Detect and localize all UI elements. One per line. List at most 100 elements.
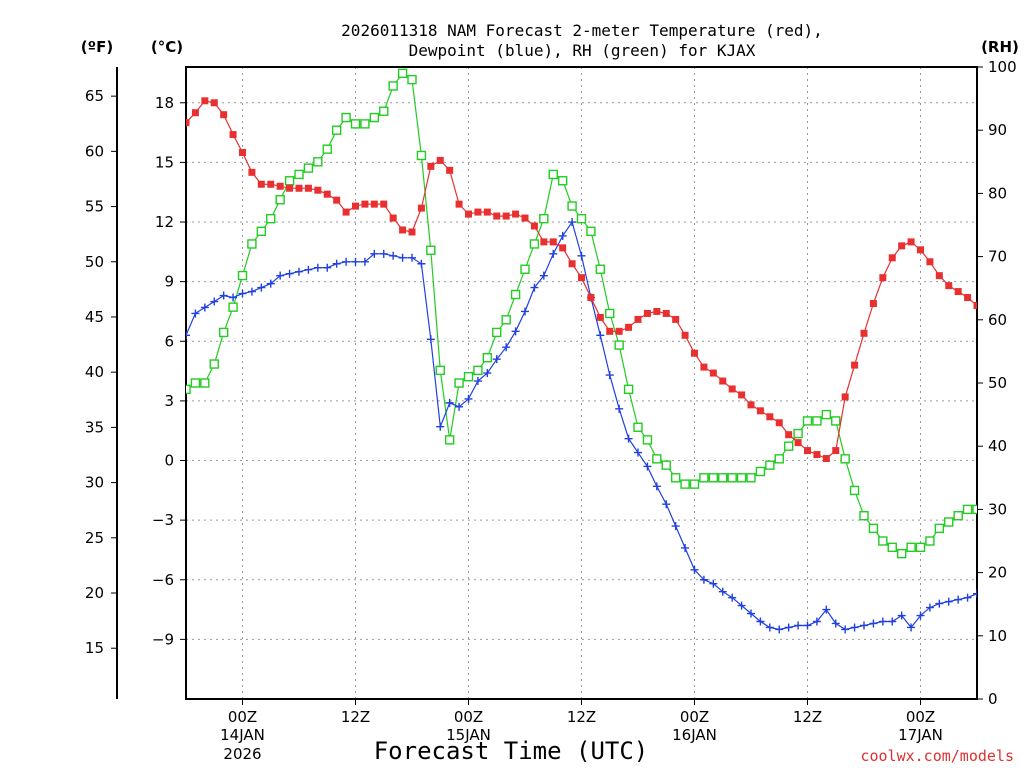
chart-title-line1: 2026011318 NAM Forecast 2-meter Temperat… — [341, 21, 823, 40]
dewpoint-point — [276, 271, 285, 280]
temperature-point — [756, 407, 764, 415]
dewpoint-point — [511, 327, 520, 336]
rh-point — [859, 511, 869, 521]
rh-point — [341, 112, 351, 123]
celsius-tick-label: 15 — [155, 153, 174, 171]
celsius-tick-label: −9 — [152, 630, 174, 648]
fahrenheit-axis: 65 60 55 50 45 40 35 30 25 20 15 — [85, 87, 117, 657]
dewpoint-point — [831, 619, 840, 628]
fahrenheit-tick-label: 60 — [85, 142, 104, 160]
series-rh — [186, 68, 977, 559]
rh-point — [331, 125, 342, 135]
dewpoint-point — [313, 263, 322, 272]
fahrenheit-tick-label: 15 — [85, 639, 104, 657]
temperature-point — [785, 431, 793, 439]
rh-point — [812, 416, 822, 426]
temperature-point — [455, 200, 463, 208]
temperature-point — [220, 111, 228, 119]
temperature-point — [578, 274, 585, 282]
dewpoint-point — [699, 575, 708, 584]
temperature-point — [257, 180, 265, 188]
dewpoint-point — [483, 369, 492, 378]
dewpoint-point — [709, 579, 718, 588]
dewpoint-point — [794, 621, 803, 630]
time-tick-day: 14JAN — [220, 726, 265, 744]
dewpoint-point — [389, 251, 398, 260]
rh-point — [793, 428, 803, 439]
dewpoint-point — [822, 605, 831, 614]
dewpoint-point — [455, 402, 464, 411]
rh-point — [972, 504, 977, 515]
temperature-point — [794, 439, 802, 447]
time-tick-day: 16JAN — [672, 726, 717, 744]
rh-point — [925, 536, 935, 546]
temperature-point — [483, 208, 491, 216]
temperature-point — [738, 391, 746, 399]
dewpoint-point — [907, 623, 916, 632]
dewpoint-point — [728, 593, 737, 602]
rh-point — [642, 435, 653, 445]
temperature-point — [728, 385, 736, 393]
rh-point — [379, 106, 389, 116]
dewpoint-point — [558, 231, 567, 240]
rh-point — [426, 245, 436, 255]
dewpoint-point — [624, 434, 633, 443]
temperature-point — [935, 272, 943, 280]
rh-point — [774, 454, 784, 464]
temperature-point — [926, 258, 934, 266]
rh-point — [313, 157, 323, 167]
rh-point — [397, 68, 408, 79]
time-tick-label: 12Z — [341, 708, 370, 726]
rh-point — [266, 213, 276, 224]
rh-point — [275, 195, 285, 205]
fahrenheit-unit-label: (ºF) — [81, 38, 113, 56]
temperature-point — [512, 210, 520, 218]
dewpoint-point — [568, 218, 577, 227]
rh-point — [915, 542, 926, 553]
dewpoint-point — [191, 309, 200, 318]
rh-tick-label: 30 — [988, 500, 1007, 518]
rh-point — [492, 327, 502, 338]
time-tick-label: 12Z — [567, 708, 596, 726]
temperature-point — [851, 361, 859, 369]
dewpoint-point — [756, 617, 765, 626]
temperature-point — [804, 447, 811, 455]
time-tick-year: 2026 — [223, 745, 261, 763]
temperature-point — [681, 331, 689, 339]
dewpoint-point — [615, 404, 624, 413]
time-tick-label: 12Z — [793, 708, 822, 726]
rh-tick-label: 0 — [988, 690, 998, 708]
rh-point — [567, 201, 577, 211]
temperature-point — [832, 447, 840, 455]
temperature-point — [615, 327, 623, 335]
rh-point — [887, 542, 897, 553]
rh-point — [802, 416, 813, 426]
dewpoint-point — [841, 625, 850, 634]
dewpoint-point — [652, 482, 661, 491]
dewpoint-point — [417, 259, 426, 268]
rh-point — [510, 289, 521, 300]
temperature-point — [813, 451, 821, 459]
rh-point — [765, 460, 775, 470]
time-tick-label: 00Z — [906, 708, 935, 726]
rh-point — [557, 176, 568, 186]
time-tick-day: 17JAN — [898, 726, 943, 744]
dewpoint-point — [775, 625, 784, 634]
temperature-point — [954, 288, 962, 296]
dewpoint-point — [285, 269, 294, 278]
temperature-point — [898, 242, 906, 250]
temperature-point — [521, 214, 529, 222]
dewpoint-point — [304, 265, 313, 274]
temperature-point — [945, 282, 953, 290]
temperature-point — [568, 260, 576, 268]
rh-point — [868, 523, 879, 534]
temperature-point — [446, 166, 454, 174]
dewpoint-point — [869, 619, 878, 628]
temperature-point — [314, 186, 322, 194]
rh-point — [322, 144, 332, 154]
rh-point — [708, 473, 719, 483]
celsius-tick-label: −6 — [152, 571, 174, 589]
dewpoint-point — [219, 291, 228, 300]
temperature-point — [747, 401, 755, 409]
